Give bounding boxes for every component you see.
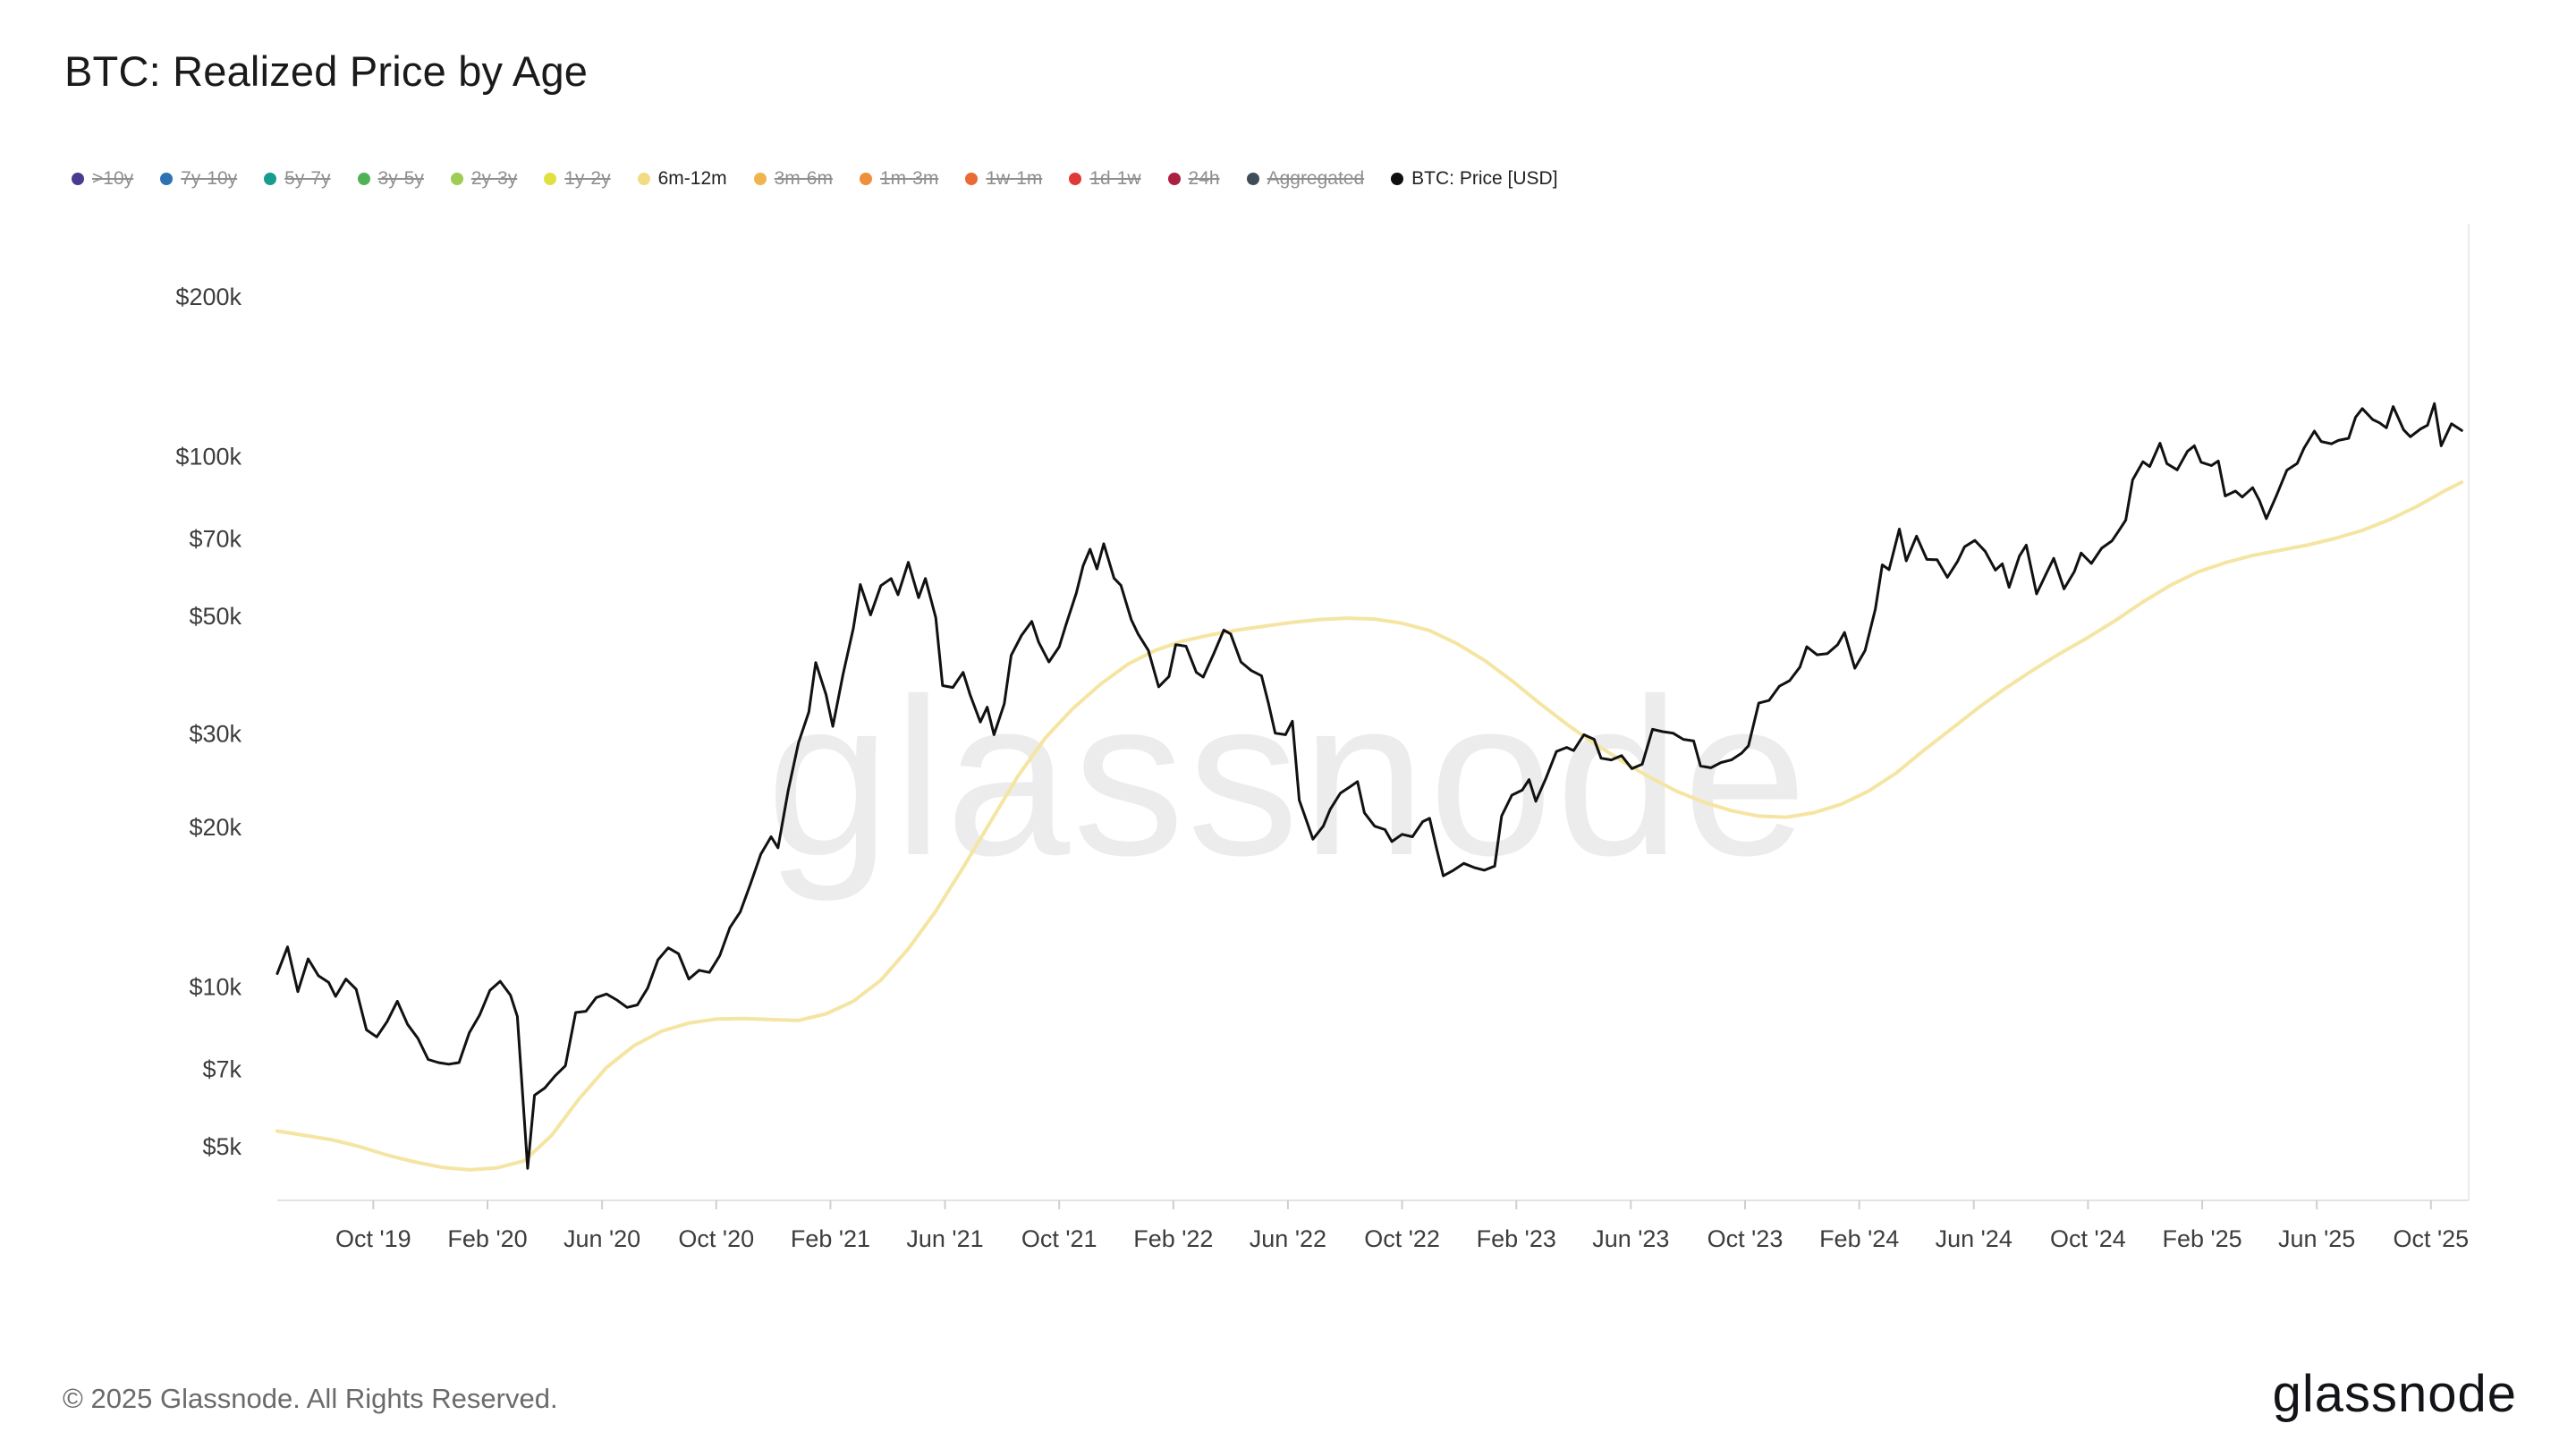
y-tick-label: $7k — [202, 1055, 242, 1082]
legend-item-3m-6m[interactable]: 3m-6m — [753, 168, 833, 190]
x-tick-label: Feb '22 — [1133, 1225, 1213, 1252]
legend-item-24h[interactable]: 24h — [1167, 168, 1220, 190]
y-tick-label: $10k — [189, 973, 242, 1000]
y-tick-label: $20k — [189, 814, 242, 841]
legend-item-5y-7y[interactable]: 5y-7y — [264, 168, 331, 190]
x-tick-label: Jun '25 — [2278, 1225, 2355, 1252]
legend-color-dot-icon — [1391, 173, 1404, 185]
legend-color-dot-icon — [1246, 173, 1259, 185]
legend-color-dot-icon — [1069, 173, 1082, 185]
y-tick-label: $50k — [189, 603, 242, 630]
legend-color-dot-icon — [637, 173, 650, 185]
x-tick-label: Oct '19 — [335, 1225, 411, 1252]
y-tick-label: $5k — [202, 1133, 242, 1160]
page-title: BTC: Realized Price by Age — [64, 47, 589, 95]
x-tick-label: Feb '24 — [1819, 1225, 1899, 1252]
legend-color-dot-icon — [753, 173, 767, 185]
legend-item-1y-2y[interactable]: 1y-2y — [544, 168, 611, 190]
legend-color-dot-icon — [544, 173, 557, 185]
legend-label: 1m-3m — [879, 168, 939, 189]
legend-color-dot-icon — [965, 173, 979, 185]
x-tick-label: Jun '20 — [564, 1225, 640, 1252]
legend-item-3y-5y[interactable]: 3y-5y — [357, 168, 424, 190]
legend-label: 6m-12m — [657, 168, 727, 189]
x-tick-label: Jun '22 — [1250, 1225, 1326, 1252]
x-tick-label: Oct '23 — [1707, 1225, 1784, 1252]
glassnode-watermark: glassnode — [767, 652, 1810, 902]
x-tick-label: Feb '21 — [791, 1225, 870, 1252]
legend-item-btc-price-usd[interactable]: BTC: Price [USD] — [1391, 168, 1558, 190]
legend-label: 24h — [1188, 168, 1220, 189]
copyright-text: © 2025 Glassnode. All Rights Reserved. — [63, 1383, 558, 1414]
legend: >10y 7y-10y 5y-7y 3y-5y 2y-3y 1y-2y 6m-12m 3m-6… — [72, 168, 1558, 190]
legend-item-7y-10y[interactable]: 7y-10y — [160, 168, 237, 190]
legend-label: 3y-5y — [377, 168, 424, 189]
legend-color-dot-icon — [160, 173, 174, 185]
legend-label: 5y-7y — [284, 168, 331, 189]
legend-item-6m-12m[interactable]: 6m-12m — [637, 168, 727, 190]
y-tick-label: $30k — [189, 721, 242, 748]
x-tick-label: Oct '25 — [2393, 1225, 2469, 1252]
y-tick-label: $200k — [175, 284, 242, 310]
legend-item-1m-3m[interactable]: 1m-3m — [859, 168, 939, 190]
x-tick-label: Oct '24 — [2050, 1225, 2126, 1252]
legend-color-dot-icon — [72, 173, 84, 185]
legend-item-aggregated[interactable]: Aggregated — [1246, 168, 1365, 190]
legend-label: 1y-2y — [564, 168, 611, 189]
legend-label: 1w-1m — [986, 168, 1043, 189]
legend-color-dot-icon — [450, 173, 463, 185]
x-tick-label: Jun '21 — [906, 1225, 983, 1252]
y-tick-label: $100k — [175, 444, 242, 470]
legend-item-1d-1w[interactable]: 1d-1w — [1069, 168, 1141, 190]
y-tick-label: $70k — [189, 525, 242, 552]
legend-color-dot-icon — [357, 173, 370, 185]
x-tick-label: Oct '20 — [678, 1225, 754, 1252]
legend-color-dot-icon — [264, 173, 277, 185]
legend-label: 2y-3y — [470, 168, 518, 189]
legend-label: >10y — [92, 168, 134, 189]
realized-price-6m-12m-line — [275, 480, 2464, 1172]
glassnode-logo: glassnode — [2272, 1365, 2517, 1423]
legend-label: BTC: Price [USD] — [1411, 168, 1558, 189]
legend-color-dot-icon — [859, 173, 872, 185]
legend-label: 3m-6m — [774, 168, 833, 189]
x-tick-label: Feb '23 — [1477, 1225, 1556, 1252]
legend-item-2y-3y[interactable]: 2y-3y — [450, 168, 518, 190]
legend-item-1w-1m[interactable]: 1w-1m — [965, 168, 1042, 190]
btc-price-line — [275, 402, 2463, 1170]
x-tick-label: Oct '21 — [1021, 1225, 1097, 1252]
x-tick-label: Jun '24 — [1936, 1225, 2012, 1252]
legend-item-10y[interactable]: >10y — [72, 168, 133, 190]
x-tick-label: Feb '20 — [447, 1225, 527, 1252]
x-tick-label: Oct '22 — [1364, 1225, 1440, 1252]
x-tick-label: Jun '23 — [1592, 1225, 1669, 1252]
x-tick-label: Feb '25 — [2162, 1225, 2241, 1252]
legend-label: Aggregated — [1267, 168, 1365, 189]
legend-label: 7y-10y — [181, 168, 238, 189]
legend-color-dot-icon — [1167, 173, 1181, 185]
legend-label: 1d-1w — [1089, 168, 1141, 189]
